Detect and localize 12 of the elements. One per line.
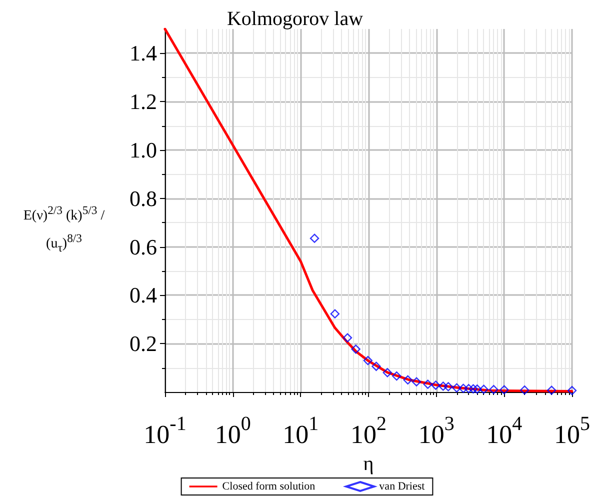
- legend-label: van Driest: [379, 480, 425, 492]
- text: E(ν)$^{2/3}$ (k)$^{5/3}$ / (u$_{τ}$)$^{8/3}$: [23, 204, 105, 254]
- y-tick-label: 0.8: [130, 186, 157, 211]
- legend-label: Closed form solution: [222, 480, 316, 492]
- y-tick-label: 1.4: [130, 40, 157, 66]
- y-tick-label: 0.4: [130, 282, 157, 308]
- x-axis-title: η: [363, 453, 374, 475]
- chart-title: Kolmogorov law: [226, 8, 364, 30]
- y-tick-label: 1.0: [130, 138, 157, 162]
- y-tick-label: 0.2: [130, 331, 157, 356]
- y-tick-label: 1.2: [130, 89, 157, 114]
- y-tick-label: 0.6: [130, 234, 157, 260]
